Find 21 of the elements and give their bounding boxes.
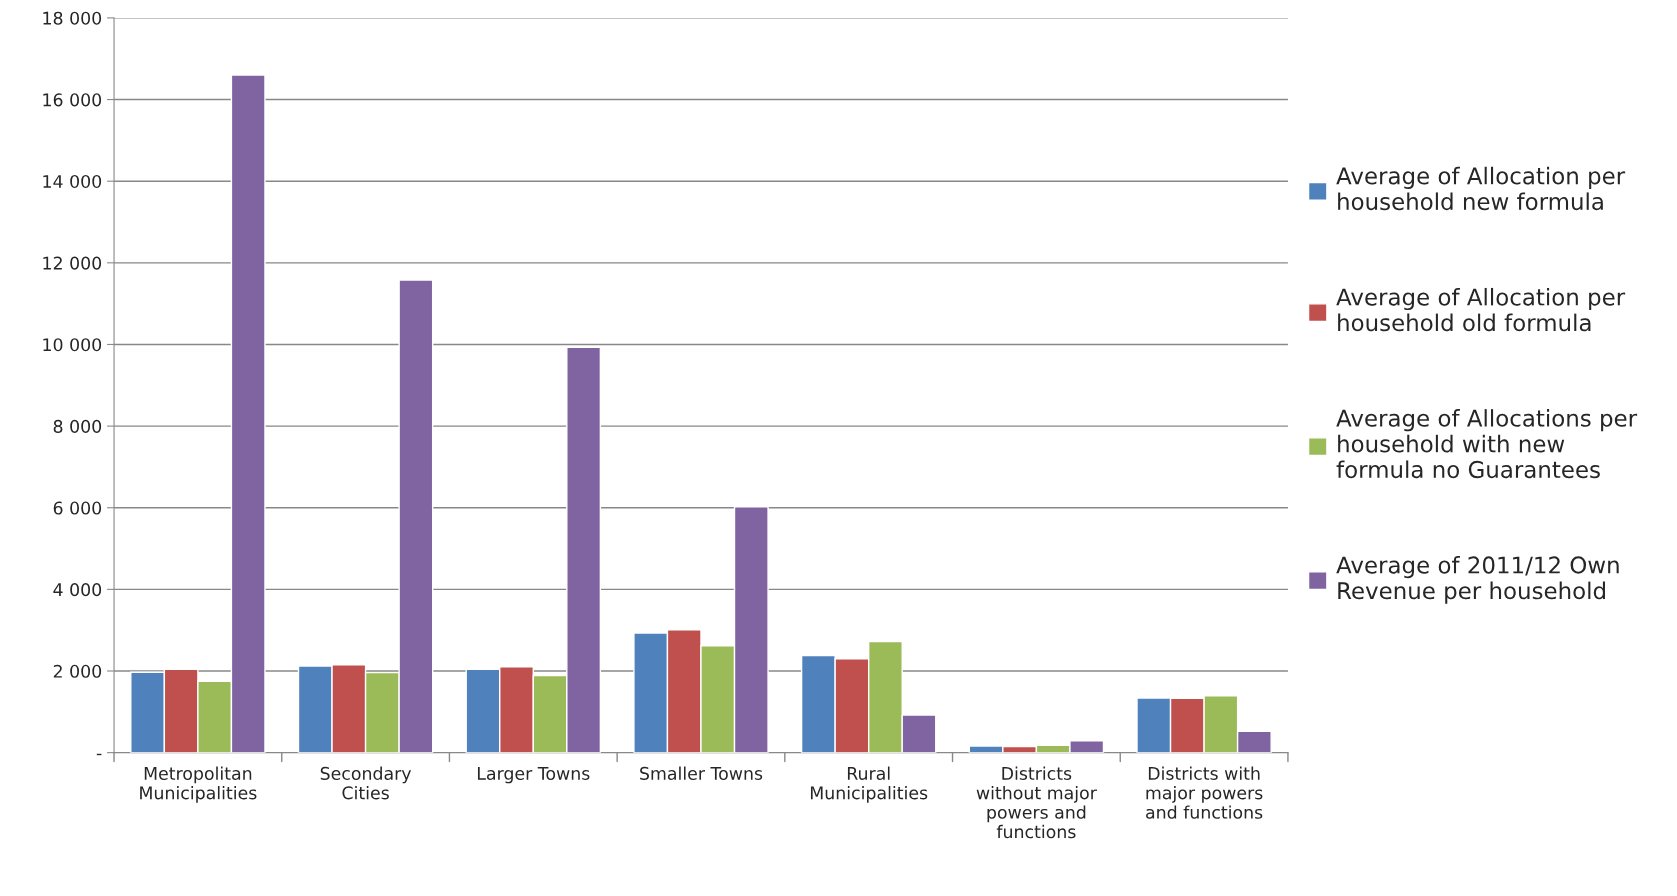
x-tick-label: Secondary Cities <box>320 766 412 800</box>
y-tick-label: - <box>96 753 102 756</box>
y-tick-label: 4 000 <box>53 583 102 597</box>
legend-label: Average of Allocation per household old formula <box>1336 287 1626 332</box>
legend-label: Average of Allocation per household new formula <box>1336 166 1626 211</box>
x-tick-label: Districts without major powers and functions <box>976 766 1097 839</box>
legend-label: Average of 2011/12 Own Revenue per household <box>1336 555 1619 604</box>
y-tick-label: 8 000 <box>53 419 102 433</box>
x-tick-label: Districts with major powers and functions <box>1146 766 1263 819</box>
x-tick-label: Rural Municipalities <box>810 766 928 803</box>
y-tick-label: 12 000 <box>43 256 102 270</box>
y-tick-label: 16 000 <box>43 93 102 107</box>
y-tick-label: 6 000 <box>53 501 102 515</box>
y-tick-label: 2 000 <box>53 664 102 678</box>
y-tick-label: 10 000 <box>43 338 102 352</box>
legend-label: Average of Allocations per household with new formula no Guarantees <box>1336 409 1638 479</box>
x-tick-label: Larger Towns <box>477 767 590 784</box>
x-tick-label: Metropolitan Municipalities <box>140 766 257 803</box>
y-tick-label: 18 000 <box>43 11 102 25</box>
y-tick-label: 14 000 <box>43 174 102 189</box>
x-tick-label: Smaller Towns <box>640 766 763 780</box>
